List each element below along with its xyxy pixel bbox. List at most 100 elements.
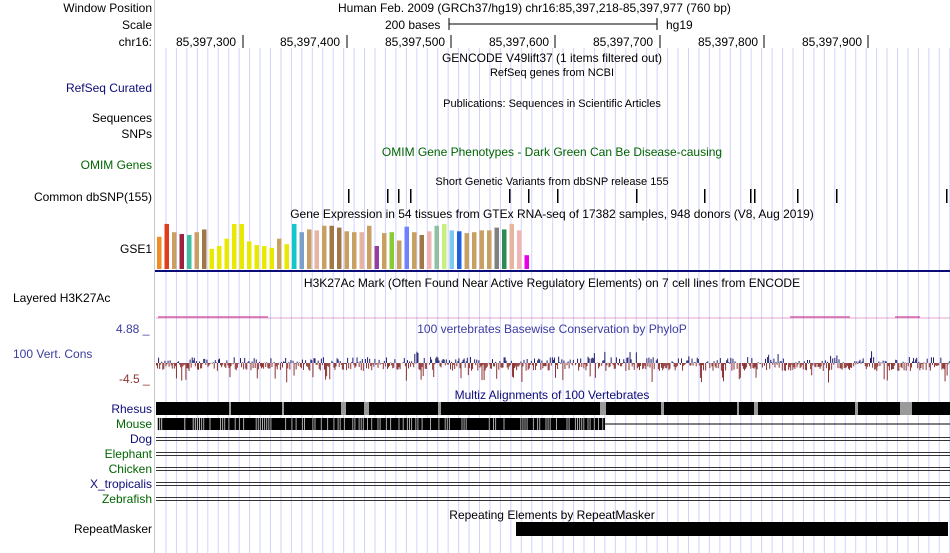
phylop-track-title[interactable]: 100 vertebrates Basewise Conservation by… — [417, 322, 687, 336]
track-label-omim-genes[interactable]: OMIM Genes — [80, 158, 152, 172]
gtex-bar[interactable] — [232, 223, 237, 269]
snp-mark[interactable] — [754, 189, 756, 203]
gtex-bar[interactable] — [427, 231, 432, 269]
gtex-bar[interactable] — [269, 247, 275, 269]
h3k27ac-track-title[interactable]: H3K27Ac Mark (Often Found Near Active Re… — [303, 276, 801, 290]
snp-mark[interactable] — [410, 189, 412, 203]
gtex-bar[interactable] — [382, 233, 387, 269]
gtex-bar[interactable] — [352, 232, 357, 269]
gtex-bar-chart[interactable] — [157, 223, 530, 269]
gtex-bar[interactable] — [224, 238, 230, 269]
species-label-rhesus[interactable]: Rhesus — [111, 402, 152, 416]
gtex-bar[interactable] — [217, 246, 222, 269]
snp-mark[interactable] — [398, 189, 400, 203]
gtex-bar[interactable] — [434, 225, 440, 269]
gtex-bar[interactable] — [517, 230, 522, 269]
snp-mark[interactable] — [528, 189, 530, 203]
gtex-bar[interactable] — [367, 225, 372, 269]
gtex-bar[interactable] — [412, 232, 417, 269]
snp-mark[interactable] — [348, 189, 350, 203]
snp-mark[interactable] — [704, 189, 706, 203]
species-label-x-tropicalis[interactable]: X_tropicalis — [89, 477, 152, 491]
gtex-bar[interactable] — [187, 234, 192, 269]
gtex-bar[interactable] — [247, 241, 252, 269]
species-label-chicken[interactable]: Chicken — [108, 462, 152, 476]
snp-mark[interactable] — [797, 189, 799, 203]
gencode-track-title[interactable]: GENCODE V49lift37 (1 items filtered out) — [441, 51, 663, 65]
snp-mark[interactable] — [946, 189, 948, 203]
gtex-bar[interactable] — [472, 232, 477, 269]
publications-track-title[interactable]: Publications: Sequences in Scientific Ar… — [443, 98, 661, 110]
gtex-bar[interactable] — [524, 255, 530, 269]
track-label-layered-h3k27ac[interactable]: Layered H3K27Ac — [13, 291, 111, 305]
gtex-bar[interactable] — [389, 232, 395, 269]
gtex-bar[interactable] — [464, 233, 470, 269]
snp-mark[interactable] — [836, 189, 838, 203]
phylop-track-signal[interactable] — [156, 351, 950, 383]
gtex-bar[interactable] — [457, 231, 462, 269]
species-label-dog[interactable]: Dog — [129, 432, 152, 446]
repeatmasker-track-feature[interactable] — [516, 522, 948, 536]
track-label-repeatmasker[interactable]: RepeatMasker — [73, 522, 152, 536]
repeatmasker-track-title[interactable]: Repeating Elements by RepeatMasker — [449, 508, 655, 522]
gtex-bar[interactable] — [329, 225, 335, 269]
gtex-bar[interactable] — [314, 230, 320, 269]
gtex-bar[interactable] — [442, 223, 447, 269]
omim-track-title[interactable]: OMIM Gene Phenotypes - Dark Green Can Be… — [381, 145, 723, 159]
snp-mark[interactable] — [509, 189, 511, 203]
track-label-100-vert-cons[interactable]: 100 Vert. Cons — [13, 347, 93, 361]
snp-mark[interactable] — [557, 189, 559, 203]
species-label-mouse[interactable]: Mouse — [115, 417, 152, 431]
gtex-bar[interactable] — [209, 248, 215, 269]
gtex-bar[interactable] — [157, 236, 162, 269]
species-label-elephant[interactable]: Elephant — [104, 447, 152, 461]
gtex-track-title[interactable]: Gene Expression in 54 tissues from GTEx … — [290, 207, 814, 221]
gtex-bar[interactable] — [277, 238, 282, 269]
refseq-track-title[interactable]: RefSeq genes from NCBI — [489, 67, 615, 79]
gtex-bar[interactable] — [479, 230, 485, 269]
dbsnp-track-title[interactable]: Short Genetic Variants from dbSNP releas… — [435, 176, 669, 188]
gtex-bar[interactable] — [179, 234, 185, 269]
gtex-bar[interactable] — [404, 226, 410, 269]
gtex-bar[interactable] — [307, 229, 312, 269]
repeat-element[interactable] — [516, 522, 948, 536]
snp-mark[interactable] — [636, 189, 638, 203]
snp-mark[interactable] — [750, 189, 752, 203]
h3k27ac-peak[interactable] — [790, 316, 850, 318]
track-label-refseq-curated[interactable]: RefSeq Curated — [65, 81, 152, 95]
gtex-bar[interactable] — [449, 230, 455, 269]
gtex-bar[interactable] — [202, 229, 207, 269]
gtex-bar[interactable] — [239, 223, 245, 269]
gtex-bar[interactable] — [254, 245, 260, 269]
multiz-track-title[interactable]: Multiz Alignments of 100 Vertebrates — [454, 388, 650, 402]
gtex-bar[interactable] — [337, 227, 342, 269]
gtex-bar[interactable] — [172, 232, 177, 269]
h3k27ac-peak[interactable] — [895, 316, 920, 318]
gtex-bar[interactable] — [487, 230, 492, 269]
gtex-bar[interactable] — [284, 244, 290, 269]
track-label-sequences[interactable]: Sequences — [91, 111, 152, 125]
gtex-bar[interactable] — [262, 246, 267, 269]
gtex-bar[interactable] — [509, 223, 515, 269]
gtex-bar[interactable] — [344, 231, 350, 269]
h3k27ac-peak[interactable] — [158, 316, 268, 318]
gtex-bar[interactable] — [502, 229, 507, 269]
track-label-gse1[interactable]: GSE1 — [119, 242, 152, 256]
track-label-snps[interactable]: SNPs — [121, 127, 152, 141]
gtex-bar[interactable] — [494, 227, 500, 269]
gtex-bar[interactable] — [322, 225, 327, 269]
gtex-bar[interactable] — [292, 223, 297, 269]
snp-mark[interactable] — [387, 189, 389, 203]
gtex-bar[interactable] — [359, 232, 365, 269]
species-label-zebrafish[interactable]: Zebrafish — [101, 492, 152, 506]
gtex-bar[interactable] — [194, 232, 200, 269]
dbsnp-track-features[interactable] — [348, 189, 948, 203]
track-label-common-dbsnp[interactable]: Common dbSNP(155) — [33, 190, 152, 204]
gtex-bar[interactable] — [299, 232, 305, 269]
rhesus-alignment[interactable] — [156, 402, 950, 415]
h3k27ac-track-signal[interactable] — [156, 316, 950, 319]
gtex-bar[interactable] — [397, 240, 402, 269]
gtex-bar[interactable] — [164, 223, 170, 269]
gtex-bar[interactable] — [419, 234, 425, 269]
multiz-alignment-rows[interactable] — [156, 402, 950, 501]
